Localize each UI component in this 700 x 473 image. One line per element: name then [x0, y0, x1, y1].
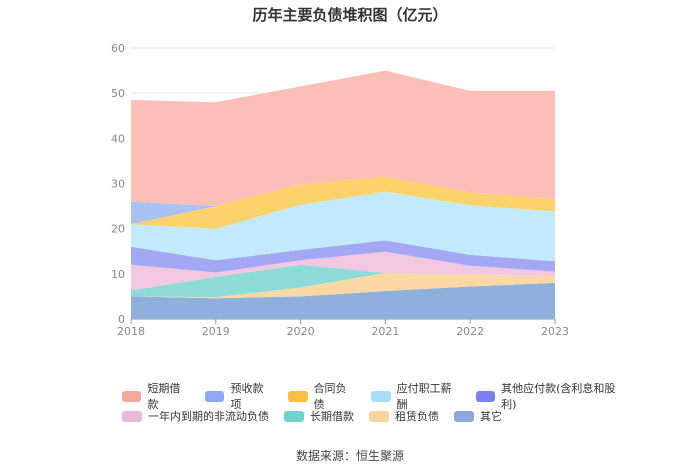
- legend-swatch: [371, 390, 391, 402]
- series-area: [131, 251, 555, 291]
- x-tick-label: 2020: [287, 325, 315, 338]
- legend-label: 其它: [480, 410, 502, 423]
- legend-label: 应付职工薪酬: [396, 382, 452, 411]
- legend-item[interactable]: 租赁负债: [369, 408, 439, 424]
- x-tick-label: 2022: [456, 325, 484, 338]
- legend-swatch: [284, 410, 304, 422]
- y-tick-label: 0: [118, 313, 125, 326]
- legend-label: 短期借款: [147, 382, 181, 411]
- y-tick-label: 30: [111, 178, 125, 191]
- y-tick-label: 50: [111, 87, 125, 100]
- data-source-note: 数据来源：恒生聚源: [295, 449, 404, 463]
- y-tick-label: 20: [111, 223, 125, 236]
- chart-legend: 短期借款 预收款项 合同负债 应付职工薪酬 其他应付款(含利息和股利) 一年内到期的非流…: [122, 382, 642, 426]
- legend-swatch: [205, 390, 225, 402]
- series-area: [131, 191, 555, 262]
- series-area: [131, 240, 555, 273]
- x-tick-label: 2018: [117, 325, 145, 338]
- x-tick-label: 2023: [541, 325, 569, 338]
- legend-item[interactable]: 长期借款: [284, 408, 354, 424]
- legend-label: 长期借款: [310, 410, 354, 423]
- legend-label: 其他应付款(含利息和股利): [501, 382, 616, 411]
- legend-item[interactable]: 预收款项: [205, 380, 273, 412]
- series-area: [131, 282, 555, 319]
- legend-item[interactable]: 其他应付款(含利息和股利): [475, 380, 627, 412]
- legend-item[interactable]: 应付职工薪酬: [371, 380, 460, 412]
- legend-swatch: [369, 410, 389, 422]
- legend-swatch: [454, 410, 474, 422]
- legend-swatch: [122, 410, 142, 422]
- series-area: [131, 70, 555, 207]
- legend-label: 预收款项: [230, 382, 264, 411]
- legend-swatch: [288, 390, 308, 402]
- series-area: [131, 264, 555, 298]
- y-tick-label: 40: [111, 132, 125, 145]
- x-tick-label: 2021: [371, 325, 399, 338]
- legend-item[interactable]: 其它: [454, 408, 502, 424]
- legend-item[interactable]: 短期借款: [122, 380, 190, 412]
- legend-swatch: [475, 390, 496, 402]
- legend-label: 租赁负债: [395, 410, 439, 423]
- series-area: [131, 272, 555, 299]
- legend-label: 一年内到期的非流动负债: [148, 410, 269, 423]
- y-tick-label: 10: [111, 268, 125, 281]
- legend-item[interactable]: 合同负债: [288, 380, 356, 412]
- legend-swatch: [122, 390, 142, 402]
- y-tick-label: 60: [111, 42, 125, 55]
- legend-label: 合同负债: [313, 382, 347, 411]
- legend-item[interactable]: 一年内到期的非流动负债: [122, 408, 269, 424]
- x-tick-label: 2019: [202, 325, 230, 338]
- chart-title: 历年主要负债堆积图（亿元）: [252, 6, 448, 24]
- series-area: [131, 176, 555, 229]
